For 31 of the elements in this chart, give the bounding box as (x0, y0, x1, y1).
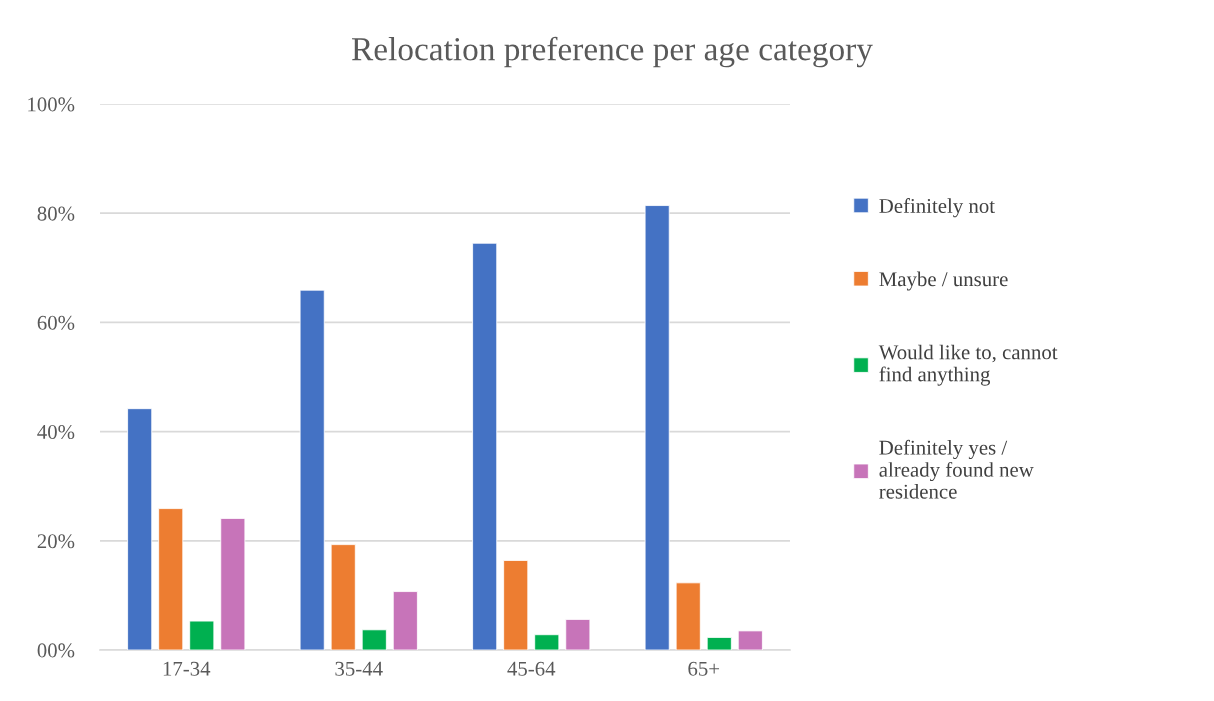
bar (158, 508, 184, 650)
x-tick-label: 17-34 (163, 661, 211, 676)
bar (737, 630, 763, 650)
y-tick-label: 60% (37, 315, 75, 330)
bar (534, 634, 560, 650)
bar (330, 544, 356, 650)
bar (361, 629, 387, 650)
x-tick-label: 65+ (688, 661, 720, 676)
bar (565, 619, 591, 650)
bar (299, 289, 325, 650)
bar (220, 517, 246, 650)
bar (392, 591, 418, 650)
bar (503, 560, 529, 650)
y-tick-label: 20% (37, 534, 75, 549)
legend-label: Would like to, cannot find anything (878, 344, 1058, 386)
bar (644, 205, 670, 650)
legend-label: Maybe / unsure (879, 271, 1008, 291)
bar (189, 620, 215, 650)
y-tick-label: 40% (37, 424, 75, 440)
chart-title: Relocation preference per age category (351, 36, 873, 68)
x-tick-label: 45-64 (507, 661, 556, 676)
bar (127, 408, 153, 650)
y-tick-label: 00% (37, 643, 75, 658)
y-tick-label: 80% (37, 206, 75, 221)
legend-label: Definitely not (879, 198, 995, 218)
legend-label: Definitely yes / already found new residence (879, 439, 1034, 499)
y-tick-label: 100% (28, 97, 75, 112)
bar (675, 582, 701, 650)
bar (472, 242, 498, 650)
x-tick-label: 35-44 (335, 661, 383, 676)
bar (706, 637, 732, 650)
